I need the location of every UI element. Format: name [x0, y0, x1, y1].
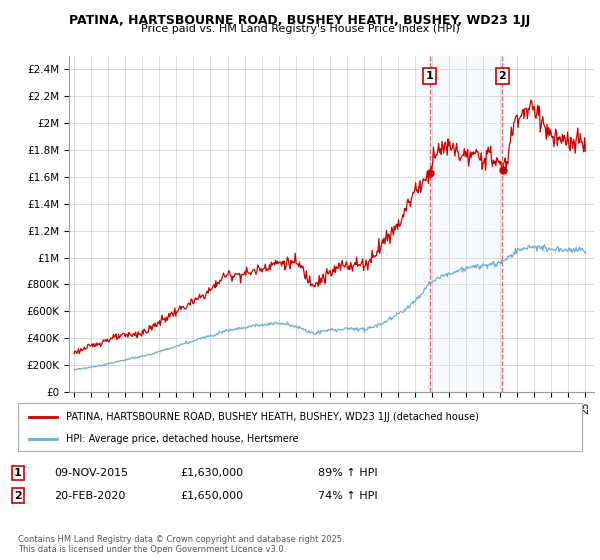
Text: £1,630,000: £1,630,000: [180, 468, 243, 478]
Text: 74% ↑ HPI: 74% ↑ HPI: [318, 491, 377, 501]
Text: PATINA, HARTSBOURNE ROAD, BUSHEY HEATH, BUSHEY, WD23 1JJ: PATINA, HARTSBOURNE ROAD, BUSHEY HEATH, …: [70, 14, 530, 27]
Text: 1: 1: [426, 71, 434, 81]
Text: 09-NOV-2015: 09-NOV-2015: [54, 468, 128, 478]
Text: 20-FEB-2020: 20-FEB-2020: [54, 491, 125, 501]
Text: 89% ↑ HPI: 89% ↑ HPI: [318, 468, 377, 478]
Text: PATINA, HARTSBOURNE ROAD, BUSHEY HEATH, BUSHEY, WD23 1JJ (detached house): PATINA, HARTSBOURNE ROAD, BUSHEY HEATH, …: [66, 412, 479, 422]
Text: 1: 1: [14, 468, 22, 478]
Text: Price paid vs. HM Land Registry's House Price Index (HPI): Price paid vs. HM Land Registry's House …: [140, 24, 460, 34]
Bar: [430, 56, 502, 392]
Text: Contains HM Land Registry data © Crown copyright and database right 2025.
This d: Contains HM Land Registry data © Crown c…: [18, 535, 344, 554]
Text: 2: 2: [14, 491, 22, 501]
Text: HPI: Average price, detached house, Hertsmere: HPI: Average price, detached house, Hert…: [66, 434, 298, 444]
Text: 2: 2: [499, 71, 506, 81]
Text: £1,650,000: £1,650,000: [180, 491, 243, 501]
